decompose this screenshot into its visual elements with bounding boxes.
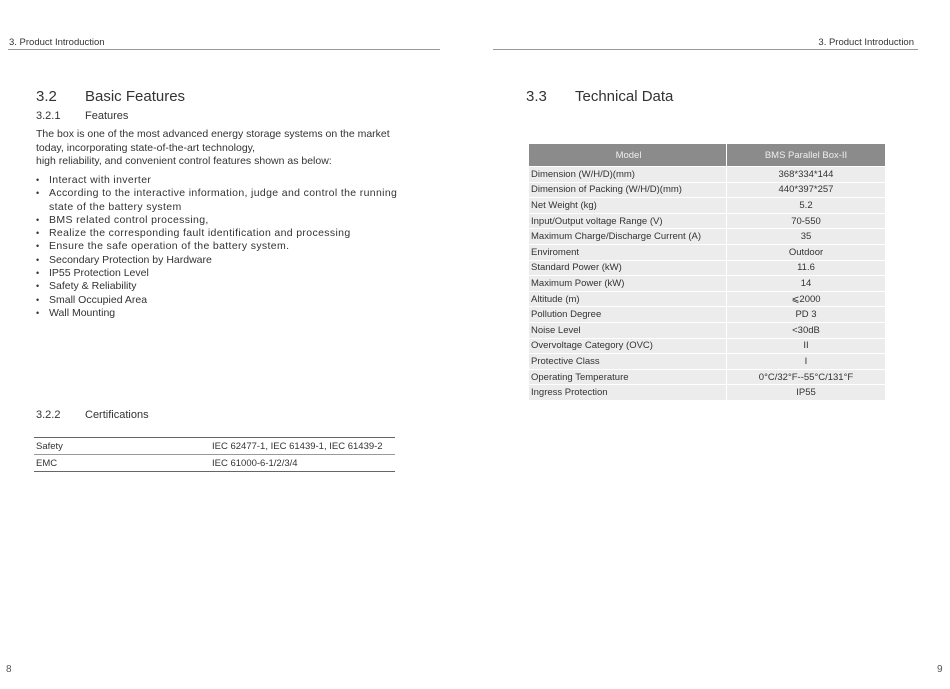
parameter-value: ⩽2000 bbox=[791, 293, 821, 305]
parameter-value: 0°C/32°F--55°C/131°F bbox=[758, 371, 854, 383]
section-heading-basic-features: 3.2 Basic Features bbox=[36, 88, 185, 105]
page-number-right: 9 bbox=[937, 664, 943, 675]
feature-item: Ensure the safe operation of the battery… bbox=[36, 240, 416, 254]
table-row: Enviroment Outdoor bbox=[529, 243, 885, 260]
table-row: Net Weight (kg) 5.2 bbox=[529, 197, 885, 213]
section-title: Basic Features bbox=[85, 88, 186, 105]
feature-item: Safety & Reliability bbox=[36, 280, 416, 294]
table-row: Pollution Degree PD 3 bbox=[529, 306, 885, 322]
subsection-number: 3.2.2 bbox=[36, 409, 61, 421]
intro-line: high reliability, and convenient control… bbox=[36, 155, 332, 167]
parameter-name: Net Weight (kg) bbox=[529, 198, 727, 213]
feature-item: IP55 Protection Level bbox=[36, 267, 416, 281]
table-row: Input/Output voltage Range (V) 70-550 bbox=[529, 212, 885, 229]
table-row: Dimension of Packing (W/H/D)(mm) 440*397*… bbox=[529, 181, 885, 198]
feature-item: Wall Mounting bbox=[36, 307, 416, 321]
technical-data-table: Model BMS Parallel Box-II Dimension (W/H… bbox=[529, 144, 885, 400]
subsection-title: Certifications bbox=[85, 409, 149, 421]
certification-row: EMC IEC 61000-6-1/2/3/4 bbox=[34, 454, 395, 471]
certification-label: EMC bbox=[36, 457, 58, 469]
feature-item: According to the interactive information… bbox=[36, 187, 416, 214]
certification-value: IEC 61000-6-1/2/3/4 bbox=[212, 457, 298, 469]
parameter-name: Operating Temperature bbox=[529, 369, 727, 385]
parameter-value: 14 bbox=[800, 277, 812, 289]
table-row: Ingress Protection IP55 bbox=[529, 384, 885, 400]
parameter-name: Dimension of Packing (W/H/D)(mm) bbox=[529, 182, 727, 198]
table-row: Overvoltage Category (OVC) II bbox=[529, 337, 885, 354]
certifications-table: Safety IEC 62477-1, IEC 61439-1, IEC 6143… bbox=[34, 437, 395, 472]
parameter-name: Maximum Power (kW) bbox=[529, 276, 727, 291]
subsection-title: Features bbox=[85, 110, 129, 122]
parameter-value: 11.6 bbox=[797, 262, 815, 274]
parameter-value: 35 bbox=[800, 231, 812, 243]
certification-value: IEC 62477-1, IEC 61439-1, IEC 61439-2 bbox=[212, 440, 383, 452]
table-row: Maximum Charge/Discharge Current (A) 35 bbox=[529, 228, 885, 244]
header-product: BMS Parallel Box-II bbox=[764, 149, 848, 161]
parameter-name: Maximum Charge/Discharge Current (A) bbox=[529, 229, 727, 244]
certification-row: Safety IEC 62477-1, IEC 61439-1, IEC 6143… bbox=[34, 438, 395, 454]
feature-item: Secondary Protection by Hardware bbox=[36, 254, 416, 268]
running-header-left: 3. Product Introduction bbox=[9, 37, 105, 48]
section-title: Technical Data bbox=[575, 88, 674, 105]
parameter-value: 70-550 bbox=[791, 215, 821, 227]
section-number: 3.3 bbox=[526, 88, 547, 105]
feature-item: BMS related control processing, bbox=[36, 214, 416, 228]
parameter-value: II bbox=[803, 340, 809, 352]
parameter-value: <30dB bbox=[792, 324, 820, 336]
header-model: Model bbox=[529, 144, 727, 166]
header-rule-right bbox=[493, 49, 918, 50]
table-row: Standard Power (kW) 11.6 bbox=[529, 259, 885, 276]
parameter-name: Noise Level bbox=[529, 322, 727, 338]
table-row: Altitude (m) ⩽2000 bbox=[529, 290, 885, 307]
intro-line: today, incorporating state-of-the-art te… bbox=[36, 141, 256, 154]
certification-label: Safety bbox=[36, 440, 63, 452]
running-header-right: 3. Product Introduction bbox=[818, 37, 914, 48]
table-row: Maximum Power (kW) 14 bbox=[529, 275, 885, 291]
header-rule-left bbox=[8, 49, 440, 50]
parameter-name: Altitude (m) bbox=[529, 291, 727, 307]
feature-item: Realize the corresponding fault identifi… bbox=[36, 227, 416, 241]
parameter-value: Outdoor bbox=[788, 246, 824, 258]
parameter-name: Enviroment bbox=[529, 244, 727, 260]
feature-item: Small Occupied Area bbox=[36, 294, 416, 308]
parameter-name: Input/Output voltage Range (V) bbox=[529, 213, 727, 229]
parameter-value: 368*334*144 bbox=[778, 168, 834, 180]
parameter-value: 440*397*257 bbox=[778, 184, 834, 196]
subsection-heading-certifications: 3.2.2 Certifications bbox=[36, 409, 149, 421]
parameter-name: Pollution Degree bbox=[529, 307, 727, 322]
parameter-name: Standard Power (kW) bbox=[529, 260, 727, 276]
table-row: Operating Temperature 0°C/32°F--55°C/131°… bbox=[529, 368, 885, 385]
table-row: Dimension (W/H/D)(mm) 368*334*144 bbox=[529, 166, 885, 182]
intro-line: The box is one of the most advanced ener… bbox=[36, 128, 390, 140]
page-number-left: 8 bbox=[6, 664, 12, 675]
parameter-name: Protective Class bbox=[529, 354, 727, 369]
parameter-value: 5.2 bbox=[799, 199, 813, 211]
parameter-name: Dimension (W/H/D)(mm) bbox=[529, 167, 727, 182]
table-row: Noise Level <30dB bbox=[529, 321, 885, 338]
parameter-name: Overvoltage Category (OVC) bbox=[529, 338, 727, 354]
table-row: Protective Class I bbox=[529, 353, 885, 369]
subsection-heading-features: 3.2.1 Features bbox=[36, 110, 128, 122]
parameter-name: Ingress Protection bbox=[529, 385, 727, 400]
feature-item: Interact with inverter bbox=[36, 174, 416, 188]
subsection-number: 3.2.1 bbox=[36, 110, 61, 122]
section-heading-technical-data: 3.3 Technical Data bbox=[526, 88, 673, 105]
parameter-value: I bbox=[804, 355, 808, 367]
features-list: Interact with inverterAccording to the i… bbox=[36, 174, 416, 321]
table-header-row: Model BMS Parallel Box-II bbox=[529, 144, 885, 166]
intro-paragraph: The box is one of the most advanced ener… bbox=[36, 128, 416, 169]
section-number: 3.2 bbox=[36, 88, 57, 105]
parameter-value: PD 3 bbox=[795, 309, 817, 321]
parameter-value: IP55 bbox=[796, 387, 816, 399]
